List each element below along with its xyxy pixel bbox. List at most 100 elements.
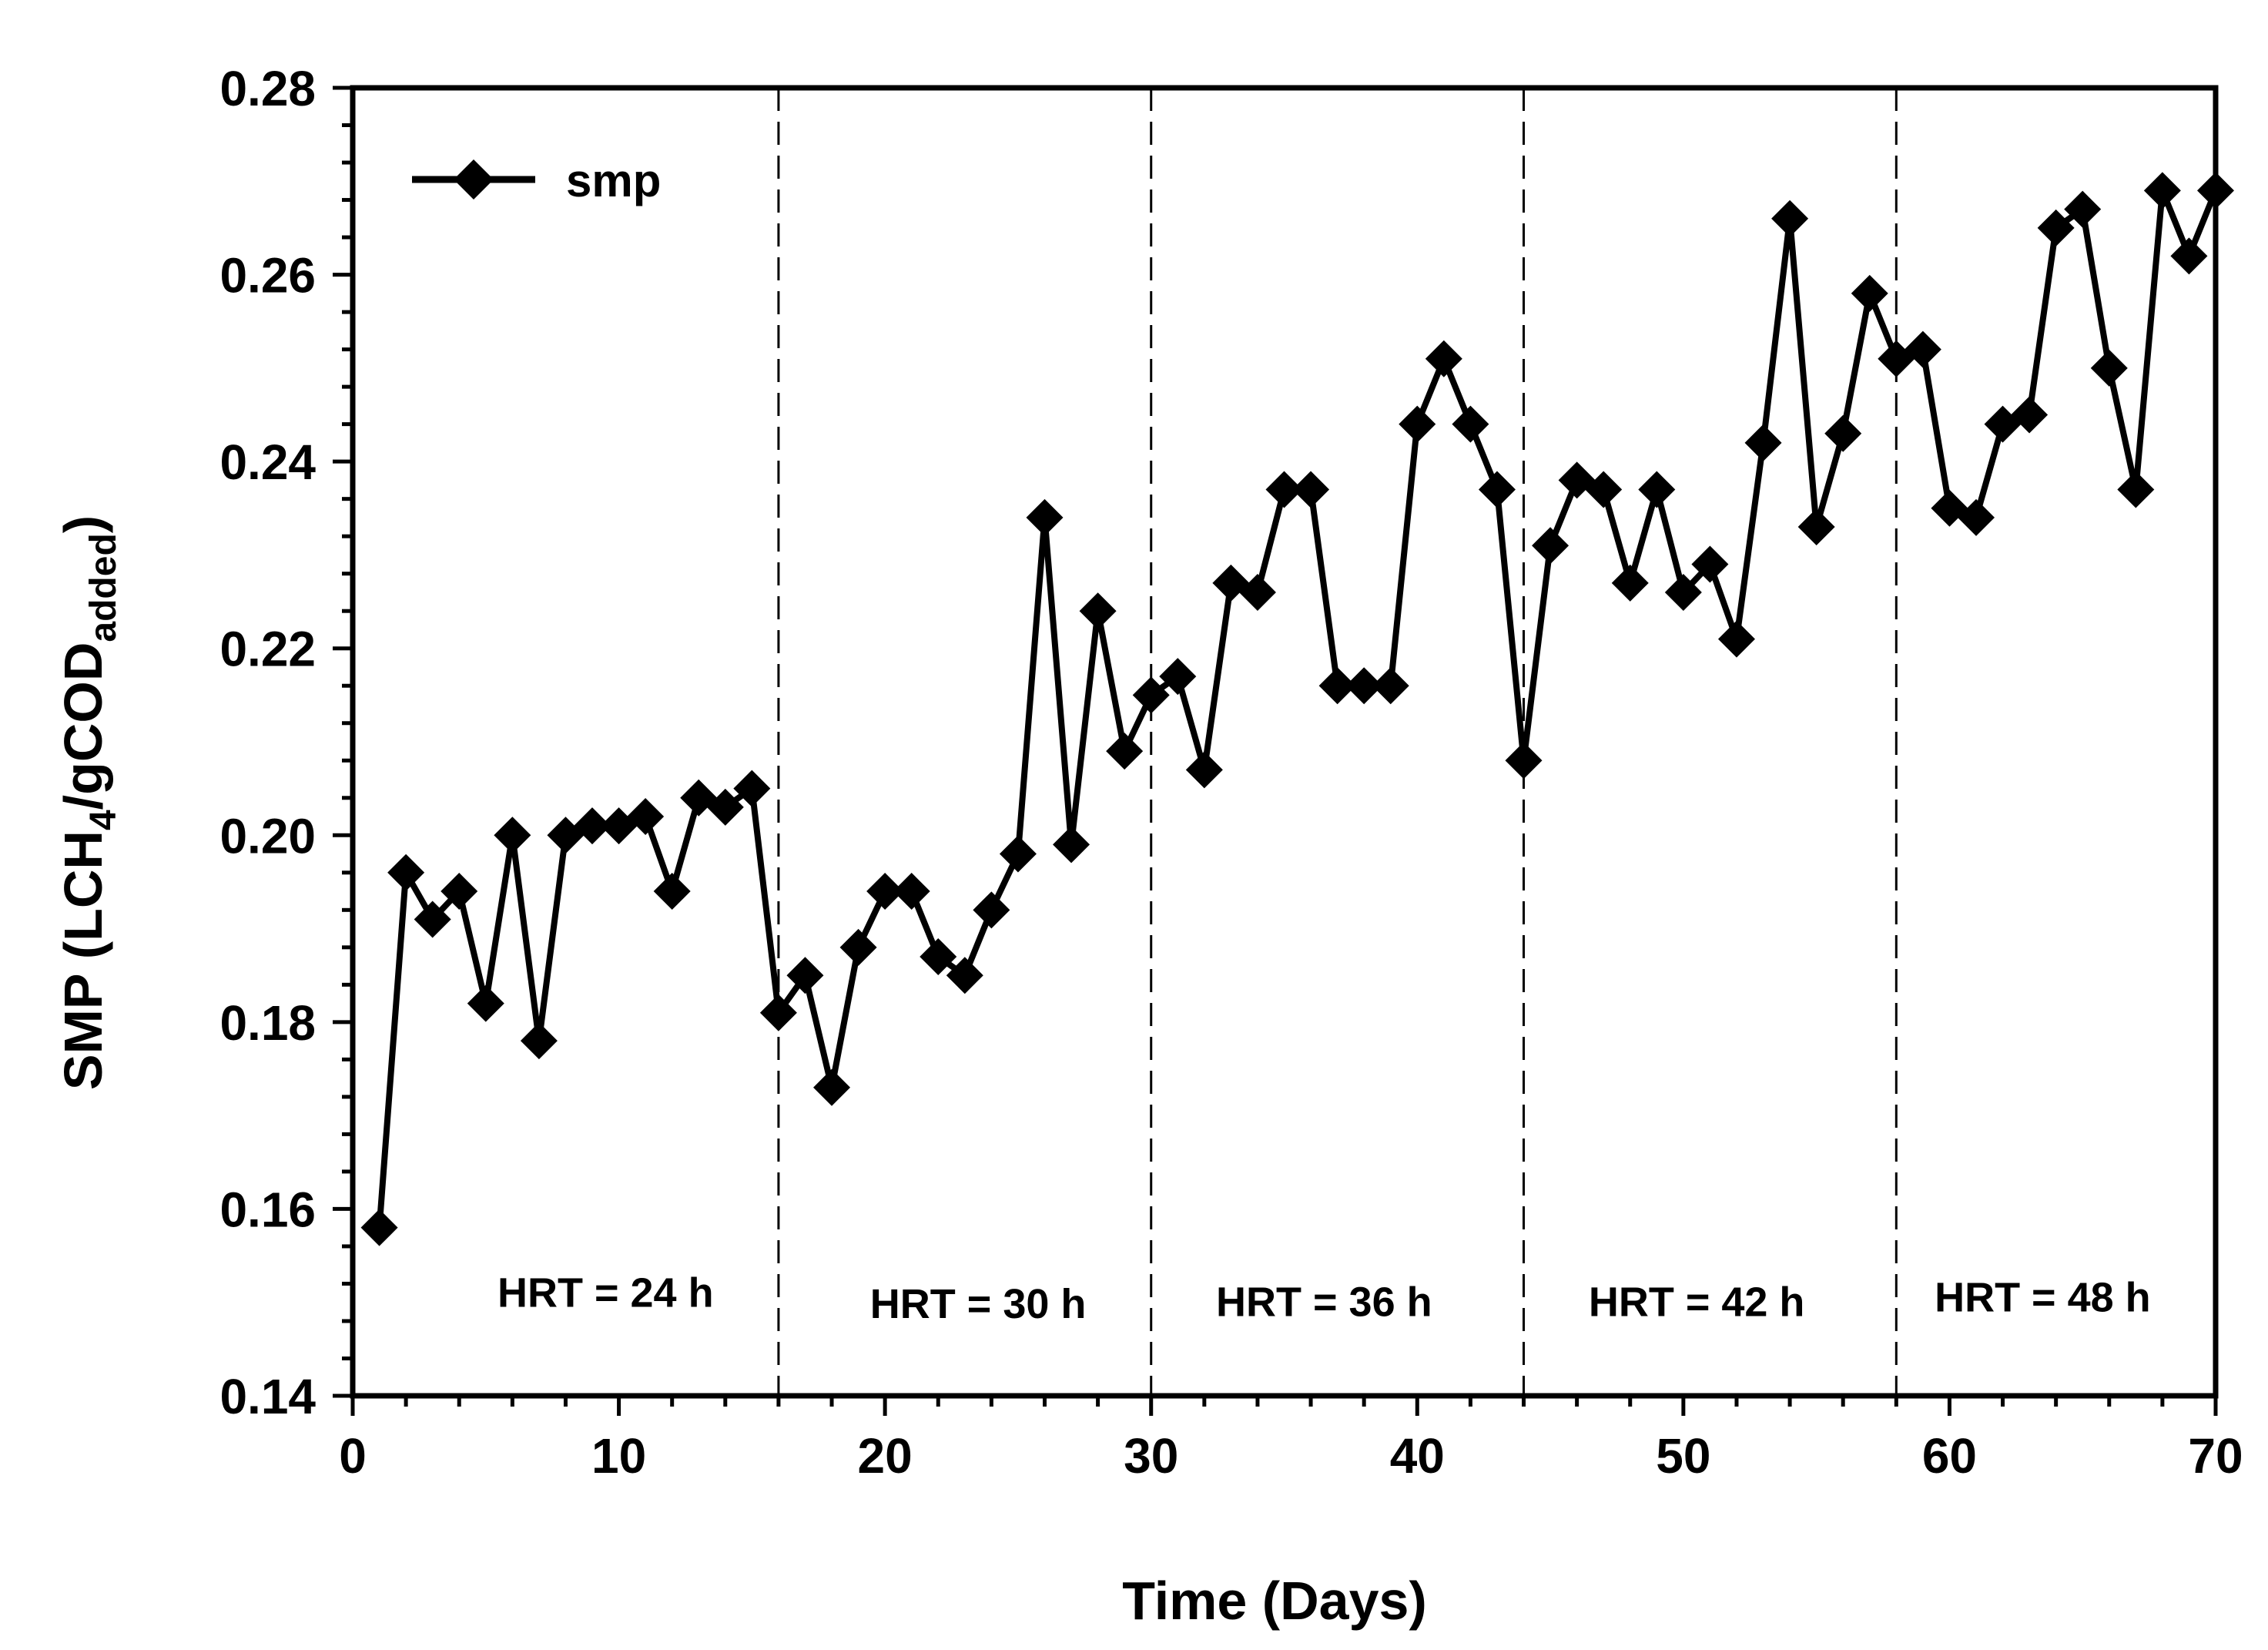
x-tick-label: 30 xyxy=(1124,1428,1178,1484)
y-tick-label: 0.26 xyxy=(219,248,316,304)
hrt-dividers xyxy=(777,88,1898,1396)
hrt-region-labels: HRT = 24 h HRT = 30 h HRT = 36 h HRT = 42 h… xyxy=(497,1270,2151,1328)
x-tick-label: 0 xyxy=(339,1428,367,1484)
data-point-marker xyxy=(866,873,904,911)
data-point-marker xyxy=(813,1068,851,1106)
data-point-marker xyxy=(360,1209,398,1246)
data-point-marker xyxy=(2011,396,2049,434)
data-point-marker xyxy=(1345,667,1383,705)
y-tick-label: 0.20 xyxy=(219,808,316,864)
data-point-marker xyxy=(1558,461,1596,499)
y-axis-ticks xyxy=(333,86,353,1398)
data-point-marker xyxy=(1691,545,1729,583)
data-point-marker xyxy=(1478,471,1516,508)
legend: smp xyxy=(412,155,661,206)
data-point-marker xyxy=(1106,733,1144,770)
data-point-marker xyxy=(1318,667,1356,705)
data-point-marker xyxy=(1585,471,1623,508)
x-tick-label: 10 xyxy=(591,1428,646,1484)
data-point-marker xyxy=(1292,471,1330,508)
x-tick-label: 60 xyxy=(1922,1428,1977,1484)
data-point-marker xyxy=(1717,620,1755,658)
data-point-marker xyxy=(494,817,531,854)
data-point-marker xyxy=(1797,508,1835,546)
data-point-marker xyxy=(2197,172,2234,210)
y-axis-tick-labels: 0.14 0.16 0.18 0.20 0.22 0.24 0.26 0.28 xyxy=(219,61,316,1424)
data-point-marker xyxy=(387,854,425,891)
data-point-marker xyxy=(999,835,1037,873)
hrt-region-label: HRT = 42 h xyxy=(1589,1279,1805,1326)
data-point-marker xyxy=(759,994,797,1031)
data-point-marker xyxy=(1744,424,1782,461)
x-tick-label: 40 xyxy=(1390,1428,1445,1484)
data-point-marker xyxy=(1079,592,1117,630)
data-point-marker xyxy=(1452,405,1489,443)
hrt-region-label: HRT = 30 h xyxy=(870,1281,1087,1327)
data-point-marker xyxy=(1851,274,1888,312)
legend-label: smp xyxy=(566,155,661,206)
data-point-marker xyxy=(441,873,478,911)
y-tick-label: 0.28 xyxy=(219,61,316,116)
data-point-marker xyxy=(1957,498,1995,536)
data-point-marker xyxy=(1372,667,1409,705)
data-point-marker xyxy=(1664,573,1702,611)
data-point-marker xyxy=(1824,414,1862,452)
y-tick-label: 0.22 xyxy=(219,622,316,677)
data-point-marker xyxy=(946,957,983,994)
data-point-marker xyxy=(839,928,877,966)
data-point-marker xyxy=(414,900,451,938)
data-point-marker xyxy=(627,798,665,836)
data-point-marker xyxy=(467,984,504,1022)
hrt-region-label: HRT = 48 h xyxy=(1935,1275,2151,1321)
data-point-marker xyxy=(1238,573,1276,611)
data-point-marker xyxy=(2037,209,2075,246)
y-axis-title-prefix: SMP (LCH xyxy=(53,830,113,1090)
y-tick-label: 0.16 xyxy=(219,1182,316,1237)
data-point-marker xyxy=(1638,471,1676,508)
data-point-marker xyxy=(2170,237,2208,275)
data-point-marker xyxy=(1399,405,1436,443)
data-point-marker xyxy=(920,937,957,975)
data-point-marker xyxy=(786,957,824,994)
data-point-marker xyxy=(2143,172,2181,210)
data-point-marker xyxy=(1904,330,1941,368)
y-tick-label: 0.14 xyxy=(219,1369,316,1424)
x-axis-title: Time (Days) xyxy=(1122,1571,1427,1631)
y-tick-label: 0.18 xyxy=(219,995,316,1051)
data-point-marker xyxy=(733,770,771,807)
y-axis-title-subscript-added: added xyxy=(83,533,124,642)
data-point-marker xyxy=(2090,349,2128,387)
data-point-marker xyxy=(1265,471,1303,508)
data-point-marker xyxy=(1611,564,1649,602)
data-point-marker xyxy=(2064,190,2102,228)
x-tick-label: 70 xyxy=(2188,1428,2243,1484)
y-axis-title-subscript-4: 4 xyxy=(83,810,124,830)
y-axis-title-middle: /gCOD xyxy=(53,642,113,810)
hrt-region-label: HRT = 24 h xyxy=(497,1270,714,1316)
y-axis-title-suffix: ) xyxy=(53,515,113,533)
data-point-marker xyxy=(2117,471,2155,508)
data-point-marker xyxy=(1505,742,1543,780)
data-point-marker xyxy=(574,807,611,845)
data-point-marker xyxy=(653,873,691,911)
data-point-marker xyxy=(1425,340,1462,377)
y-axis-title: SMP (LCH4/gCODadded) xyxy=(53,515,124,1090)
data-point-marker xyxy=(1053,826,1090,864)
data-point-marker xyxy=(973,891,1010,929)
data-point-marker xyxy=(1532,527,1570,565)
x-tick-label: 20 xyxy=(858,1428,913,1484)
smp-series xyxy=(360,172,2234,1246)
data-point-marker xyxy=(1132,676,1170,714)
y-tick-label: 0.24 xyxy=(219,434,316,490)
data-point-marker xyxy=(706,788,744,826)
plot-frame xyxy=(350,85,2219,1399)
legend-diamond-marker xyxy=(454,159,494,200)
x-axis-ticks xyxy=(350,1396,2218,1416)
x-tick-label: 50 xyxy=(1656,1428,1710,1484)
data-point-marker xyxy=(893,873,930,911)
series-line-smp xyxy=(376,187,2219,1228)
hrt-region-label: HRT = 36 h xyxy=(1216,1279,1432,1326)
data-point-marker xyxy=(1159,658,1197,696)
data-point-marker xyxy=(1771,200,1809,237)
